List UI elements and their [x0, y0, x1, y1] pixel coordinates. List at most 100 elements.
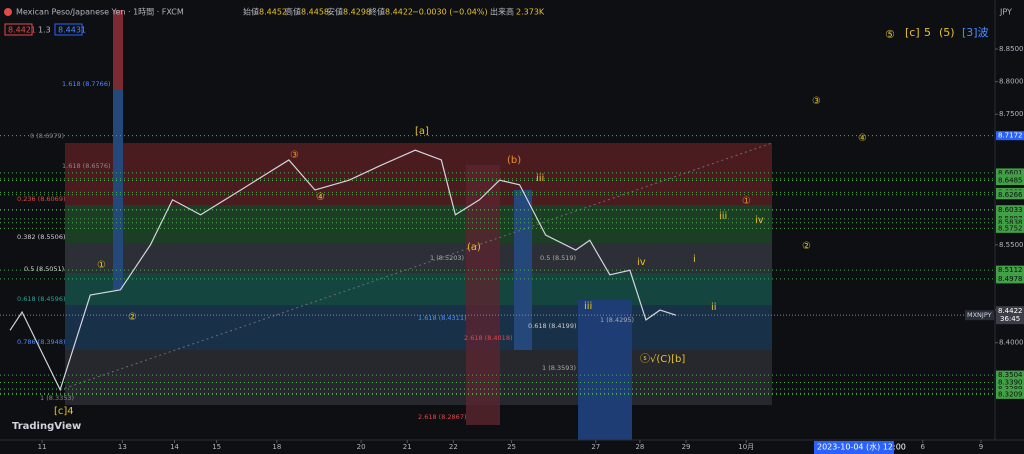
fib-zone — [65, 305, 772, 350]
label: 出来高 — [490, 7, 514, 17]
label: 高値 — [285, 7, 301, 17]
value: 8.4452 — [259, 8, 287, 17]
wave-label: i — [693, 254, 696, 265]
level-box — [996, 168, 1024, 178]
range-bar — [514, 190, 532, 350]
x-tick-label: 11 — [38, 443, 47, 451]
level-box — [996, 218, 1024, 228]
x-tick-label: 22 — [449, 443, 458, 451]
price-box — [996, 306, 1024, 325]
wave-label: ② — [802, 241, 811, 252]
symbol-icon — [4, 8, 12, 16]
wave: (5) — [939, 26, 955, 39]
fib-label: 1 (8.5203) — [430, 254, 464, 262]
value: 8.4458 — [301, 8, 329, 17]
level-label: 8.6601 — [998, 169, 1023, 177]
level-label: 8.6033 — [998, 206, 1023, 214]
wave: 5 — [924, 26, 931, 39]
wave-label: ⓢ√(C)[b] — [640, 353, 685, 365]
x-tick-label: 20 — [357, 443, 366, 451]
y-tick-label: 8.4000 — [999, 339, 1024, 347]
fib-zone — [65, 350, 772, 405]
ticker-box — [965, 310, 994, 321]
value: 8.4298 — [343, 8, 371, 17]
wave-label: [a] — [415, 126, 429, 137]
y-tick-label: 8.7500 — [999, 110, 1024, 118]
level-box — [996, 389, 1024, 399]
level-label: 8.3504 — [998, 371, 1023, 379]
level-box — [996, 205, 1024, 215]
fib-label: 0 (8.6979) — [30, 132, 64, 140]
fib-label: 1 (8.3353) — [40, 394, 74, 402]
fib-label: 1.618 (8.7766) — [62, 80, 111, 88]
wave-label: (b) — [507, 155, 521, 166]
buy-box[interactable] — [54, 23, 83, 36]
level-label: 8.3390 — [998, 379, 1023, 387]
x-tick-label: 21 — [403, 443, 412, 451]
ticker: MXNJPY — [967, 311, 992, 319]
header: Mexican Peso/Japanese Yen · 1時間 · FXCM 始… — [4, 7, 1012, 36]
sell[interactable]: 8.4421 — [8, 26, 36, 35]
sell-box[interactable] — [4, 23, 33, 36]
x-tick-label: 18 — [272, 443, 281, 451]
range-bar — [113, 10, 123, 90]
level-box — [996, 274, 1024, 284]
fib-label: 1.618 (8.6576) — [62, 162, 111, 170]
fib-label: 0.786 (8.3948) — [17, 338, 66, 346]
level-box — [996, 190, 1024, 200]
x-tick-label: 15 — [212, 443, 221, 451]
wave-label: iv — [637, 257, 646, 268]
value: 2.373K — [516, 8, 545, 17]
fib-label: 0.236 (8.6069) — [17, 195, 66, 203]
wave-legend: ⑤ [c] 5 (5) [3]波 — [885, 26, 989, 41]
level-label: 8.7172 — [998, 132, 1023, 140]
wave-label: (a) — [467, 242, 481, 253]
crosshair-box — [814, 441, 894, 454]
y-tick-label: 8.5500 — [999, 241, 1024, 249]
x-tick-label: 14 — [170, 443, 179, 451]
brand: TradingView — [12, 421, 81, 432]
level-box — [996, 370, 1024, 380]
trend-line — [59, 142, 773, 391]
level-label: 8.5838 — [998, 219, 1023, 227]
x-tick-label: 27 — [591, 443, 600, 451]
wave-label: ④ — [316, 192, 325, 203]
countdown: 36:45 — [1000, 315, 1020, 323]
fib-label: 0.5 (8.5051) — [24, 265, 64, 273]
wave-label: ① — [97, 260, 106, 271]
wave-label: ii — [711, 302, 717, 313]
fib-label: 1 (8.3593) — [542, 364, 576, 372]
wave-label: ① — [742, 196, 751, 207]
wave-label: iii — [584, 301, 592, 312]
change: −0.0030 (−0.04%) — [412, 8, 488, 17]
level-box — [996, 223, 1024, 233]
value: 8.4422 — [385, 8, 413, 17]
x-tick-label: 28 — [635, 443, 644, 451]
spread: 1.3 — [38, 26, 51, 35]
fib-label: 0.382 (8.5506) — [17, 233, 66, 241]
wave: ⑤ — [885, 28, 895, 41]
wave-label: iv — [755, 215, 764, 226]
fib-label: 0.618 (8.4199) — [528, 322, 577, 330]
fib-zone — [65, 143, 772, 205]
x-tick-label: 9 — [979, 443, 983, 451]
label: 始値 — [243, 7, 259, 17]
wave-label: ② — [128, 312, 137, 323]
fib-label: 2.618 (8.2867) — [418, 413, 467, 421]
label: 安値 — [327, 7, 343, 17]
y-tick-label: 8.8000 — [999, 78, 1024, 86]
fib-label: 0.5 (8.519) — [540, 254, 576, 262]
x-tick-label: 10月 — [738, 443, 754, 451]
level-box — [996, 378, 1024, 388]
buy[interactable]: 8.4431 — [58, 26, 86, 35]
fib-label: 1.618 (8.4311) — [418, 314, 467, 322]
fib-label: 2.618 (8.4018) — [464, 334, 513, 342]
symbol: Mexican Peso/Japanese Yen · 1時間 · FXCM — [16, 8, 184, 17]
crosshair-time: 2023-10-04 (水) 12:00 — [817, 442, 906, 452]
wave-label: [c]4 — [54, 406, 74, 417]
level-label: 8.6485 — [998, 177, 1023, 185]
price-line-series — [9, 149, 677, 392]
wave-label: ④ — [858, 133, 867, 144]
